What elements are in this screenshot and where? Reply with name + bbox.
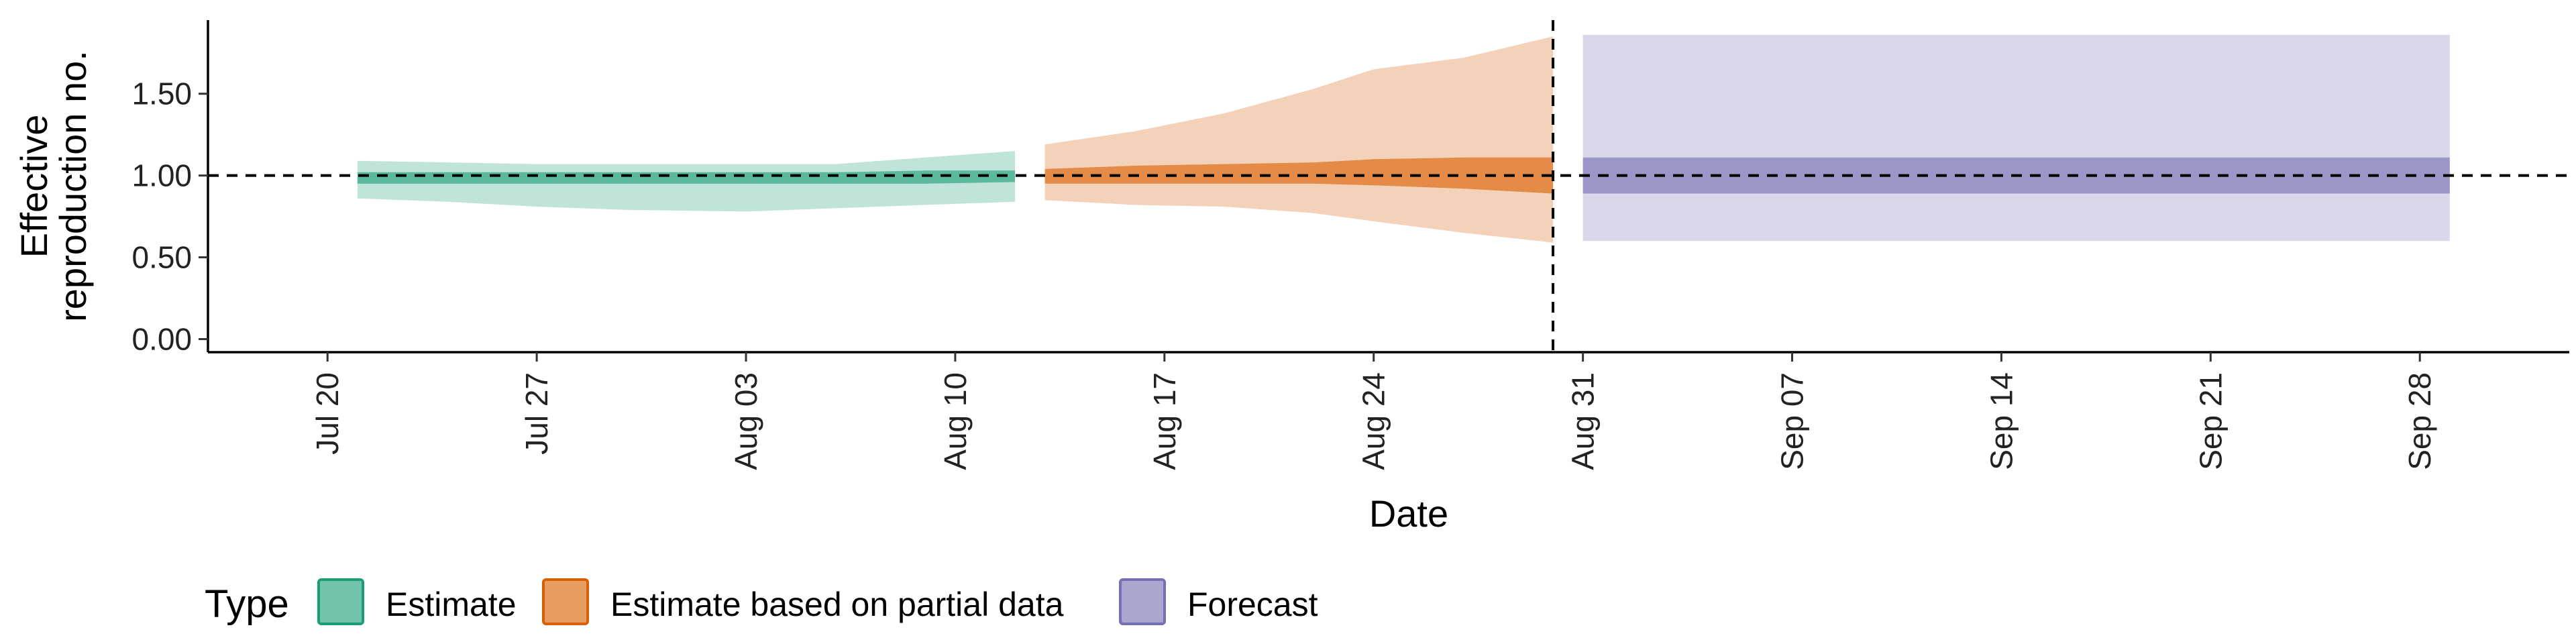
legend-label-estimate: Estimate bbox=[386, 586, 517, 623]
x-tick-label: Jul 20 bbox=[310, 372, 345, 455]
x-tick-label: Aug 24 bbox=[1356, 372, 1391, 470]
x-tick-label: Aug 10 bbox=[938, 372, 973, 470]
legend: Type Estimate Estimate based on partial da… bbox=[205, 578, 1318, 626]
y-tick-label: 0.00 bbox=[131, 321, 192, 356]
x-axis-title: Date bbox=[1369, 492, 1448, 535]
legend-label-forecast: Forecast bbox=[1187, 586, 1318, 623]
x-tick-label: Aug 03 bbox=[729, 372, 763, 470]
x-tick-label: Jul 27 bbox=[519, 372, 554, 455]
forecast-outer-interval bbox=[1582, 34, 2450, 241]
legend-key-estimate bbox=[317, 578, 364, 625]
y-tick-label: 1.00 bbox=[131, 158, 192, 193]
legend-key-forecast bbox=[1119, 578, 1166, 625]
y-tick-label: 1.50 bbox=[131, 76, 192, 111]
x-tick-label: Aug 31 bbox=[1566, 372, 1601, 470]
x-tick-label: Sep 28 bbox=[2402, 372, 2437, 470]
x-tick-label: Sep 07 bbox=[1775, 372, 1810, 470]
legend-title: Type bbox=[205, 582, 289, 626]
x-tick-label: Sep 21 bbox=[2193, 372, 2228, 470]
legend-key-estimate-based-on-partial-data bbox=[542, 578, 589, 625]
axes: 0.00 0.50 1.00 1.50 Jul 20 Jul 27 Aug 03 Aug 10… bbox=[13, 20, 2569, 535]
y-tick-label: 0.50 bbox=[131, 240, 192, 275]
x-tick-label: Sep 14 bbox=[1984, 372, 2019, 470]
legend-label-estimate-based-on-partial-data: Estimate based on partial data bbox=[610, 586, 1064, 623]
y-axis-title: Effective bbox=[13, 115, 55, 258]
bands-layer bbox=[357, 34, 2450, 243]
x-tick-label: Aug 17 bbox=[1147, 372, 1182, 470]
estimate-inner-interval bbox=[357, 170, 1015, 184]
y-axis-title-line: reproduction no. bbox=[52, 50, 94, 322]
estimate-based-on-partial-data-outer-interval bbox=[1044, 36, 1554, 243]
